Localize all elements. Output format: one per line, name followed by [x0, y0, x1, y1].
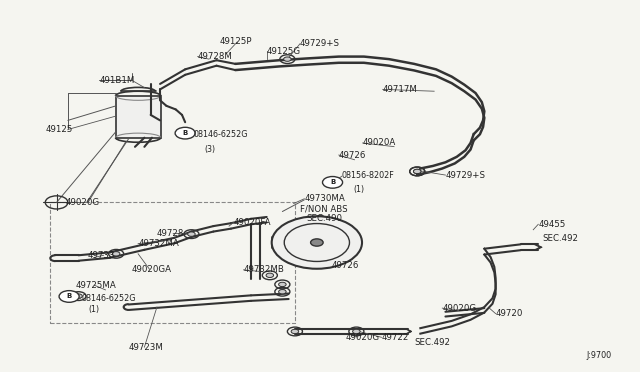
- Circle shape: [310, 239, 323, 246]
- Circle shape: [272, 216, 362, 269]
- Text: B: B: [182, 130, 188, 136]
- Circle shape: [266, 273, 273, 278]
- Text: 49725MA: 49725MA: [76, 280, 116, 290]
- Text: 49125G: 49125G: [267, 46, 301, 55]
- Text: J:9700: J:9700: [587, 351, 612, 360]
- Text: SEC.490: SEC.490: [306, 214, 342, 223]
- Text: 08146-6252G: 08146-6252G: [193, 131, 248, 140]
- Circle shape: [353, 329, 360, 334]
- Text: 49020FA: 49020FA: [234, 218, 271, 227]
- Text: 49728M: 49728M: [198, 52, 232, 61]
- Text: 49020G: 49020G: [345, 333, 380, 342]
- Text: 49717M: 49717M: [383, 85, 417, 94]
- Text: 49020A: 49020A: [363, 138, 396, 147]
- Circle shape: [113, 251, 120, 256]
- Circle shape: [59, 291, 79, 302]
- Text: 49729+S: 49729+S: [445, 171, 486, 180]
- Text: 49020GA: 49020GA: [132, 264, 172, 274]
- Text: B: B: [67, 294, 72, 299]
- Text: 08156-8202F: 08156-8202F: [342, 171, 395, 180]
- Text: 49020G: 49020G: [66, 198, 100, 207]
- Text: 49730MA: 49730MA: [305, 194, 345, 203]
- Circle shape: [413, 169, 421, 174]
- Bar: [116, 96, 161, 138]
- Text: 49733: 49733: [88, 251, 115, 260]
- Circle shape: [323, 177, 342, 188]
- Text: 49732MA: 49732MA: [138, 239, 179, 248]
- Text: 49726: 49726: [332, 261, 358, 270]
- Text: 49726: 49726: [339, 151, 366, 160]
- Text: 49728: 49728: [157, 229, 184, 238]
- Text: 49455: 49455: [538, 220, 566, 229]
- Text: 491B1M: 491B1M: [99, 76, 134, 85]
- Circle shape: [175, 127, 195, 139]
- Text: SEC.492: SEC.492: [414, 337, 450, 347]
- Text: 49720: 49720: [495, 309, 523, 318]
- Text: SEC.492: SEC.492: [543, 234, 579, 243]
- Text: 49020G: 49020G: [442, 304, 476, 312]
- Text: 49732MB: 49732MB: [243, 265, 284, 274]
- Text: 49125P: 49125P: [220, 38, 252, 46]
- Text: B: B: [330, 179, 335, 185]
- Circle shape: [278, 289, 286, 294]
- Text: (3): (3): [204, 145, 215, 154]
- Text: 08146-6252G: 08146-6252G: [82, 294, 136, 303]
- Bar: [51, 202, 295, 323]
- Text: (1): (1): [88, 305, 99, 314]
- Text: F/NON ABS: F/NON ABS: [300, 204, 348, 213]
- Text: 49722: 49722: [381, 333, 409, 342]
- Circle shape: [291, 329, 299, 334]
- Text: (1): (1): [353, 185, 364, 194]
- Text: 49723M: 49723M: [129, 343, 164, 352]
- Circle shape: [413, 169, 421, 174]
- Text: 49729+S: 49729+S: [300, 39, 340, 48]
- Circle shape: [75, 294, 83, 298]
- Circle shape: [278, 282, 286, 286]
- Text: 49125: 49125: [45, 125, 73, 134]
- Circle shape: [284, 57, 291, 61]
- Circle shape: [188, 232, 195, 236]
